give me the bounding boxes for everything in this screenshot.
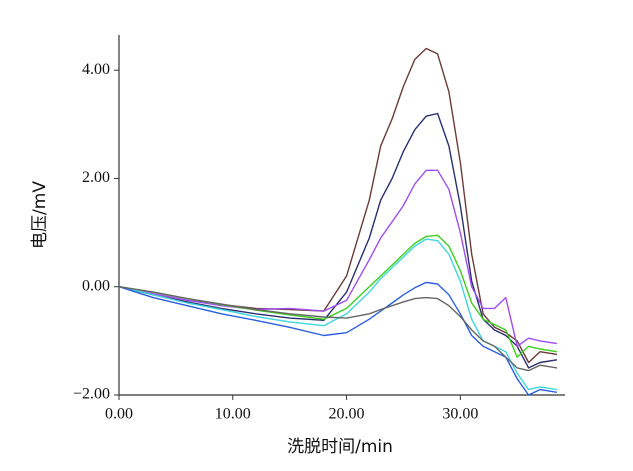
series-line [118,234,558,358]
x-tick-label: 30.00 [442,406,478,423]
y-axis-label: 电压/mV [30,181,50,249]
series-line [118,47,558,364]
series-line [118,238,558,391]
series-line [118,169,558,347]
y-tick-label: 0.00 [82,277,110,294]
series-line [118,286,558,372]
x-axis-label: 洗脱时间/min [287,437,393,457]
x-tick-label: 10.00 [215,406,251,423]
series-line [118,112,558,369]
y-tick-label: 2.00 [82,169,110,186]
x-tick-label: 0.00 [105,406,133,423]
x-tick-label: 20.00 [329,406,365,423]
y-tick-label: −2.00 [73,386,110,403]
y-tick-label: 4.00 [82,61,110,78]
